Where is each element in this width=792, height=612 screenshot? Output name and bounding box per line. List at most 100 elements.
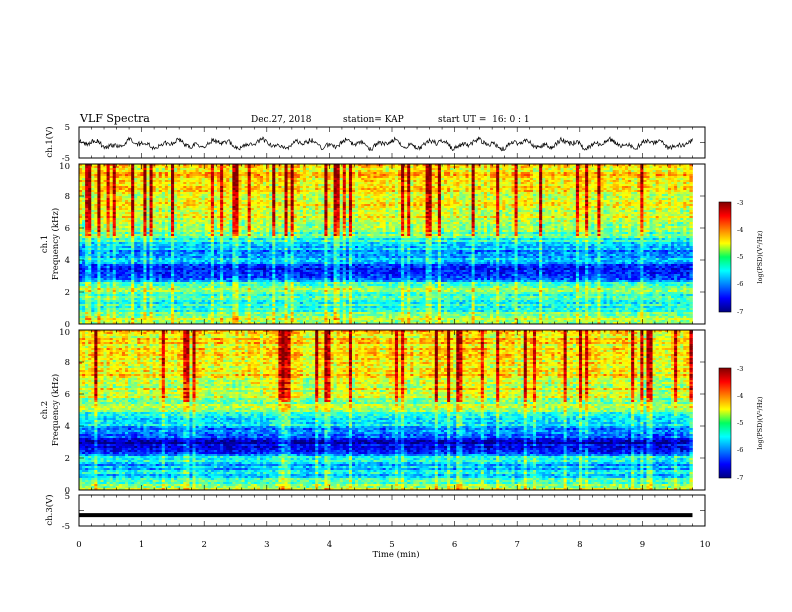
spectrogram-cell	[104, 168, 107, 170]
spectrogram-cell	[107, 320, 110, 322]
spectrogram-cell	[110, 212, 113, 214]
spectrogram-cell	[82, 246, 85, 248]
spectrogram-cell	[113, 292, 116, 294]
spectrogram-cell	[113, 246, 116, 248]
spectrogram-cell	[88, 288, 91, 290]
spectrogram-cell	[91, 238, 94, 240]
spectrogram-cell	[116, 216, 119, 218]
spectrogram-cell	[104, 248, 107, 250]
spectrogram-cell	[97, 308, 100, 310]
spectrogram-cell	[104, 292, 107, 294]
spectrogram-cell	[91, 300, 94, 302]
spectrogram-cell	[97, 280, 100, 282]
spectrogram-cell	[100, 222, 103, 224]
spectrogram-cell	[107, 316, 110, 318]
spectrogram-cell	[79, 314, 82, 316]
spectrogram-cell	[94, 268, 97, 270]
spectrogram-cell	[88, 304, 91, 306]
spectrogram-cell	[79, 170, 82, 172]
spectrogram-cell	[113, 182, 116, 184]
spectrogram-cell	[82, 220, 85, 222]
spectrogram-cell	[107, 204, 110, 206]
spectrogram-cell	[110, 246, 113, 248]
spectrogram-cell	[104, 206, 107, 208]
spectrogram-cell	[107, 216, 110, 218]
spectrogram-cell	[100, 268, 103, 270]
spectrogram-cell	[82, 182, 85, 184]
spectrogram-cell	[91, 206, 94, 208]
spectrogram-cell	[94, 204, 97, 206]
spectrogram-cell	[91, 190, 94, 192]
spectrogram-cell	[104, 176, 107, 178]
spectrogram-cell	[110, 316, 113, 318]
spectrogram-cell	[88, 272, 91, 274]
spectrogram-cell	[94, 260, 97, 262]
spectrogram-cell	[88, 298, 91, 300]
spectrogram-cell	[110, 218, 113, 220]
spectrogram-cell	[100, 290, 103, 292]
spectrogram-cell	[107, 220, 110, 222]
spectrogram-cell	[82, 294, 85, 296]
spectrogram-cell	[113, 276, 116, 278]
spectrogram-cell	[113, 306, 116, 308]
spectrogram-cell	[85, 224, 88, 226]
spectrogram-cell	[113, 166, 116, 168]
spectrogram-cell	[91, 174, 94, 176]
spectrogram-cell	[107, 196, 110, 198]
spectrogram-cell	[94, 244, 97, 246]
spectrogram-cell	[110, 264, 113, 266]
spectrogram-cell	[85, 190, 88, 192]
spectrogram-cell	[97, 182, 100, 184]
spectrogram-cell	[88, 284, 91, 286]
spectrogram-cell	[110, 304, 113, 306]
spectrogram-cell	[104, 202, 107, 204]
spectrogram-cell	[100, 286, 103, 288]
spectrogram-cell	[113, 298, 116, 300]
spectrogram-cell	[110, 238, 113, 240]
spectrogram-cell	[97, 226, 100, 228]
spectrogram-cell	[94, 238, 97, 240]
spectrogram-cell	[97, 204, 100, 206]
spectrogram-cell	[82, 264, 85, 266]
spectrogram-cell	[100, 172, 103, 174]
spectrogram-cell	[97, 250, 100, 252]
spectrogram-cell	[85, 300, 88, 302]
spectrogram-cell	[110, 194, 113, 196]
spectrogram-cell	[85, 168, 88, 170]
spectrogram-cell	[116, 238, 119, 240]
spectrogram-cell	[94, 236, 97, 238]
spectrogram-cell	[97, 292, 100, 294]
spectrogram-cell	[100, 188, 103, 190]
spectrogram-cell	[85, 206, 88, 208]
spectrogram-cell	[94, 216, 97, 218]
spectrogram-cell	[85, 320, 88, 322]
spectrogram-cell	[110, 174, 113, 176]
spectrogram-cell	[116, 168, 119, 170]
spectrogram-cell	[116, 194, 119, 196]
spectrogram-cell	[94, 228, 97, 230]
spectrogram-cell	[91, 210, 94, 212]
spectrogram-cell	[97, 284, 100, 286]
spectrogram-cell	[88, 210, 91, 212]
spectrogram-cell	[91, 204, 94, 206]
spectrogram-cell	[107, 294, 110, 296]
spectrogram-cell	[94, 242, 97, 244]
spectrogram-cell	[94, 202, 97, 204]
spectrogram-cell	[113, 288, 116, 290]
ch1-waveform-trace	[79, 137, 693, 151]
spectrogram-cell	[88, 300, 91, 302]
spectrogram-cell	[88, 180, 91, 182]
spectrogram-cell	[82, 298, 85, 300]
spectrogram-cell	[104, 224, 107, 226]
spectrogram-cell	[104, 236, 107, 238]
spectrogram-cell	[91, 296, 94, 298]
spectrogram-cell	[113, 190, 116, 192]
spectrogram-cell	[97, 320, 100, 322]
spectrogram-cell	[116, 186, 119, 188]
spectrogram-cell	[85, 302, 88, 304]
spectrogram-cell	[110, 198, 113, 200]
spectrogram-cell	[79, 230, 82, 232]
spectrogram-cell	[91, 284, 94, 286]
spectrogram-cell	[82, 314, 85, 316]
spectrogram-cell	[104, 314, 107, 316]
